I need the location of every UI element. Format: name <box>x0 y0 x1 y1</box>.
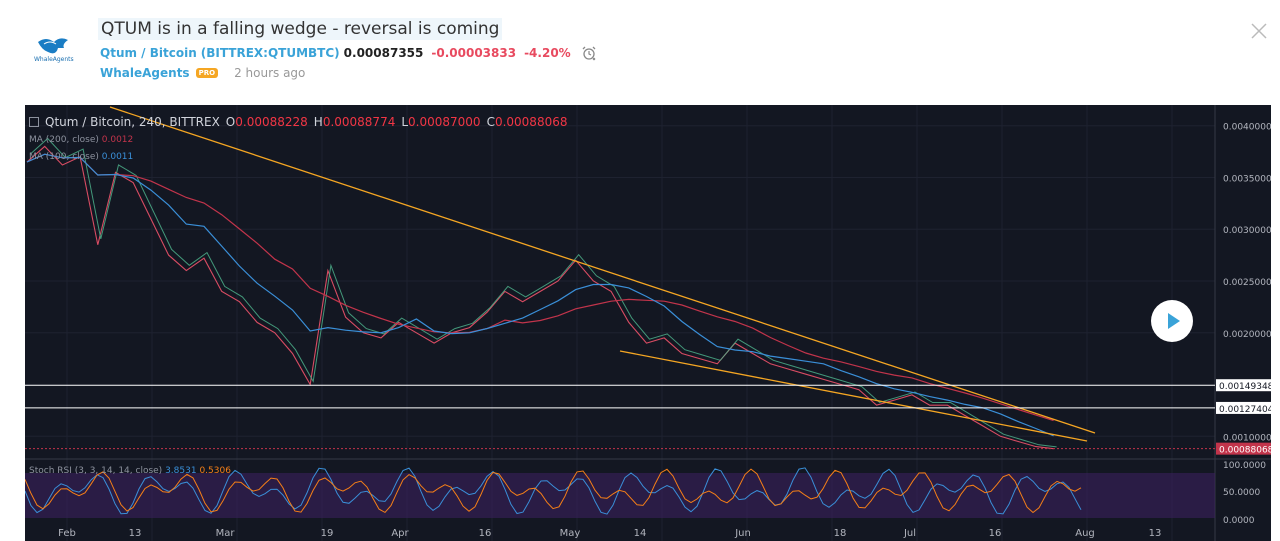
whale-logo-icon <box>38 38 68 54</box>
legend-open-label: O <box>225 115 236 129</box>
ma200-legend: MA (200, close) 0.0012 <box>29 135 133 145</box>
stoch-band <box>25 473 1215 518</box>
ma100-legend: MA (100, close) 0.0011 <box>29 152 133 162</box>
alarm-clock-icon[interactable] <box>581 45 597 61</box>
legend-close-label: C <box>486 115 495 129</box>
time-axis-tick: 13 <box>1149 528 1162 539</box>
time-axis-tick: Mar <box>216 528 236 539</box>
chart-legend: Qtum / Bitcoin, 240, BITTREX O0.00088228… <box>29 115 567 129</box>
price-level-label: 0.00149348 <box>1219 382 1271 392</box>
time-axis-tick: 19 <box>321 528 334 539</box>
price-change-pct: -4.20% <box>524 46 571 60</box>
price-change: -0.00003833 <box>431 46 517 60</box>
stoch-rsi-legend: Stoch RSI (3, 3, 14, 14, close) 3.8531 0… <box>29 466 231 476</box>
legend-low-label: L <box>401 115 409 129</box>
price-level-tag <box>1216 379 1271 392</box>
time-axis-tick: Jul <box>903 528 916 539</box>
stoch-k-line <box>25 467 1082 515</box>
legend-close-value: 0.00088068 <box>494 115 568 129</box>
ma100-line <box>26 153 1054 437</box>
price-level-tag <box>1216 442 1271 455</box>
ma100-value: 0.0011 <box>101 152 134 162</box>
logo-text: WhaleAgents <box>34 56 74 63</box>
author-link[interactable]: WhaleAgents <box>100 66 190 80</box>
author-row: WhaleAgents PRO 2 hours ago <box>100 66 305 80</box>
time-axis-tick: 16 <box>989 528 1002 539</box>
legend-high-value: 0.00088774 <box>322 115 396 129</box>
time-axis-tick: 13 <box>129 528 142 539</box>
stoch-axis-tick: 50.0000 <box>1223 488 1260 498</box>
stoch-axis-tick: 100.0000 <box>1223 461 1266 471</box>
symbol-code-link[interactable]: (BITTREX:QTUMBTC) <box>200 46 340 60</box>
idea-title[interactable]: QTUM is in a falling wedge - reversal is… <box>98 18 503 40</box>
stoch-axis-tick: 0.0000 <box>1223 516 1255 526</box>
ma200-value: 0.0012 <box>101 135 134 145</box>
legend-collapse-icon[interactable] <box>29 117 39 127</box>
time-axis-tick: 16 <box>479 528 492 539</box>
price-level-label: 0.00127404 <box>1219 405 1271 415</box>
stoch-k-value: 3.8531 <box>165 466 197 476</box>
price-series-line <box>29 137 1057 448</box>
wedge-lower-trendline <box>619 350 1088 442</box>
legend-symbol: Qtum / Bitcoin, 240, BITTREX <box>45 115 220 129</box>
price-level-label: 0.00088068 <box>1219 446 1271 456</box>
close-icon[interactable] <box>1249 21 1269 41</box>
legend-high-label: H <box>313 115 323 129</box>
time-axis-tick: Apr <box>391 528 409 539</box>
stoch-rsi-label: Stoch RSI (3, 3, 14, 14, close) <box>29 466 163 476</box>
ma200-label: MA (200, close) <box>29 135 99 145</box>
stoch-d-line <box>25 468 1082 514</box>
play-button[interactable] <box>1151 300 1193 342</box>
last-price: 0.00087355 <box>343 46 424 60</box>
time-axis-tick: Jun <box>734 528 751 539</box>
pro-badge: PRO <box>195 68 219 78</box>
time-axis-tick: 14 <box>634 528 647 539</box>
price-level-tag <box>1216 401 1271 414</box>
legend-low-value: 0.00087000 <box>408 115 481 129</box>
publish-time: 2 hours ago <box>234 66 306 80</box>
symbol-name-link[interactable]: Qtum / Bitcoin <box>100 46 197 60</box>
legend-open-value: 0.00088228 <box>235 115 308 129</box>
time-axis-tick: May <box>560 528 581 539</box>
wedge-upper-trendline <box>109 106 1096 434</box>
ma100-label: MA (100, close) <box>29 152 99 162</box>
time-axis-tick: Aug <box>1075 528 1095 539</box>
ma200-line <box>26 153 1054 422</box>
stoch-d-value: 0.5306 <box>199 466 231 476</box>
time-axis-tick: 18 <box>834 528 847 539</box>
time-axis-tick: Feb <box>58 528 76 539</box>
symbol-row: Qtum / Bitcoin (BITTREX:QTUMBTC) 0.00087… <box>100 45 597 61</box>
price-series-line <box>26 145 1054 450</box>
